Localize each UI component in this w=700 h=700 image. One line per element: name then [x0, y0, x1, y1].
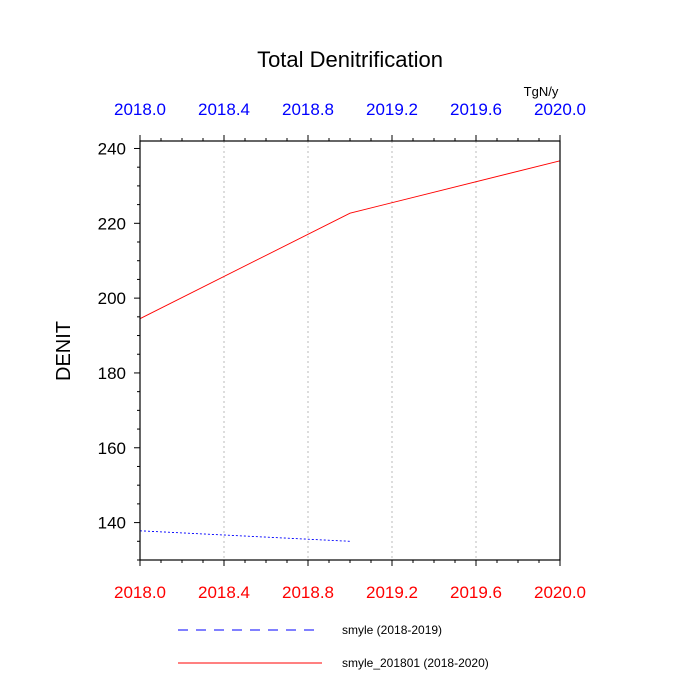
- x-tick-label-bottom: 2018.0: [114, 583, 166, 602]
- units-label: TgN/y: [524, 84, 559, 99]
- x-tick-label-top: 2019.2: [366, 100, 418, 119]
- legend-label-1: smyle (2018-2019): [342, 623, 442, 637]
- y-tick-label: 160: [98, 439, 126, 458]
- tick-labels: 2018.0 2018.0 2018.4 2018.4 2018.8 2018.8 2019…: [98, 100, 586, 602]
- x-tick-label-top: 2020.0: [534, 100, 586, 119]
- chart-title: Total Denitrification: [257, 47, 443, 72]
- series-line-1: [139, 530, 351, 542]
- x-tick-label-bottom: 2019.6: [450, 583, 502, 602]
- x-tick-label-bottom: 2018.8: [282, 583, 334, 602]
- plot-frame: [139, 140, 561, 561]
- y-tick-label: 200: [98, 289, 126, 308]
- grid-lines: [223, 141, 477, 560]
- series-layer: [139, 160, 561, 542]
- legend-label-2: smyle_201801 (2018-2020): [342, 656, 489, 670]
- x-tick-label-bottom: 2018.4: [198, 583, 250, 602]
- y-tick-label: 180: [98, 364, 126, 383]
- x-tick-label-bottom: 2019.2: [366, 583, 418, 602]
- axis-ticks: [134, 135, 561, 566]
- legend: smyle (2018-2019) smyle_201801 (2018-2020…: [178, 623, 489, 670]
- x-tick-label-top: 2018.0: [114, 100, 166, 119]
- x-tick-label-top: 2018.8: [282, 100, 334, 119]
- y-tick-label: 240: [98, 139, 126, 158]
- x-tick-label-bottom: 2020.0: [534, 583, 586, 602]
- x-tick-label-top: 2018.4: [198, 100, 250, 119]
- y-tick-label: 220: [98, 214, 126, 233]
- series-line-2: [139, 160, 561, 320]
- y-axis-label: DENIT: [53, 321, 75, 381]
- y-tick-label: 140: [98, 514, 126, 533]
- x-tick-label-top: 2019.6: [450, 100, 502, 119]
